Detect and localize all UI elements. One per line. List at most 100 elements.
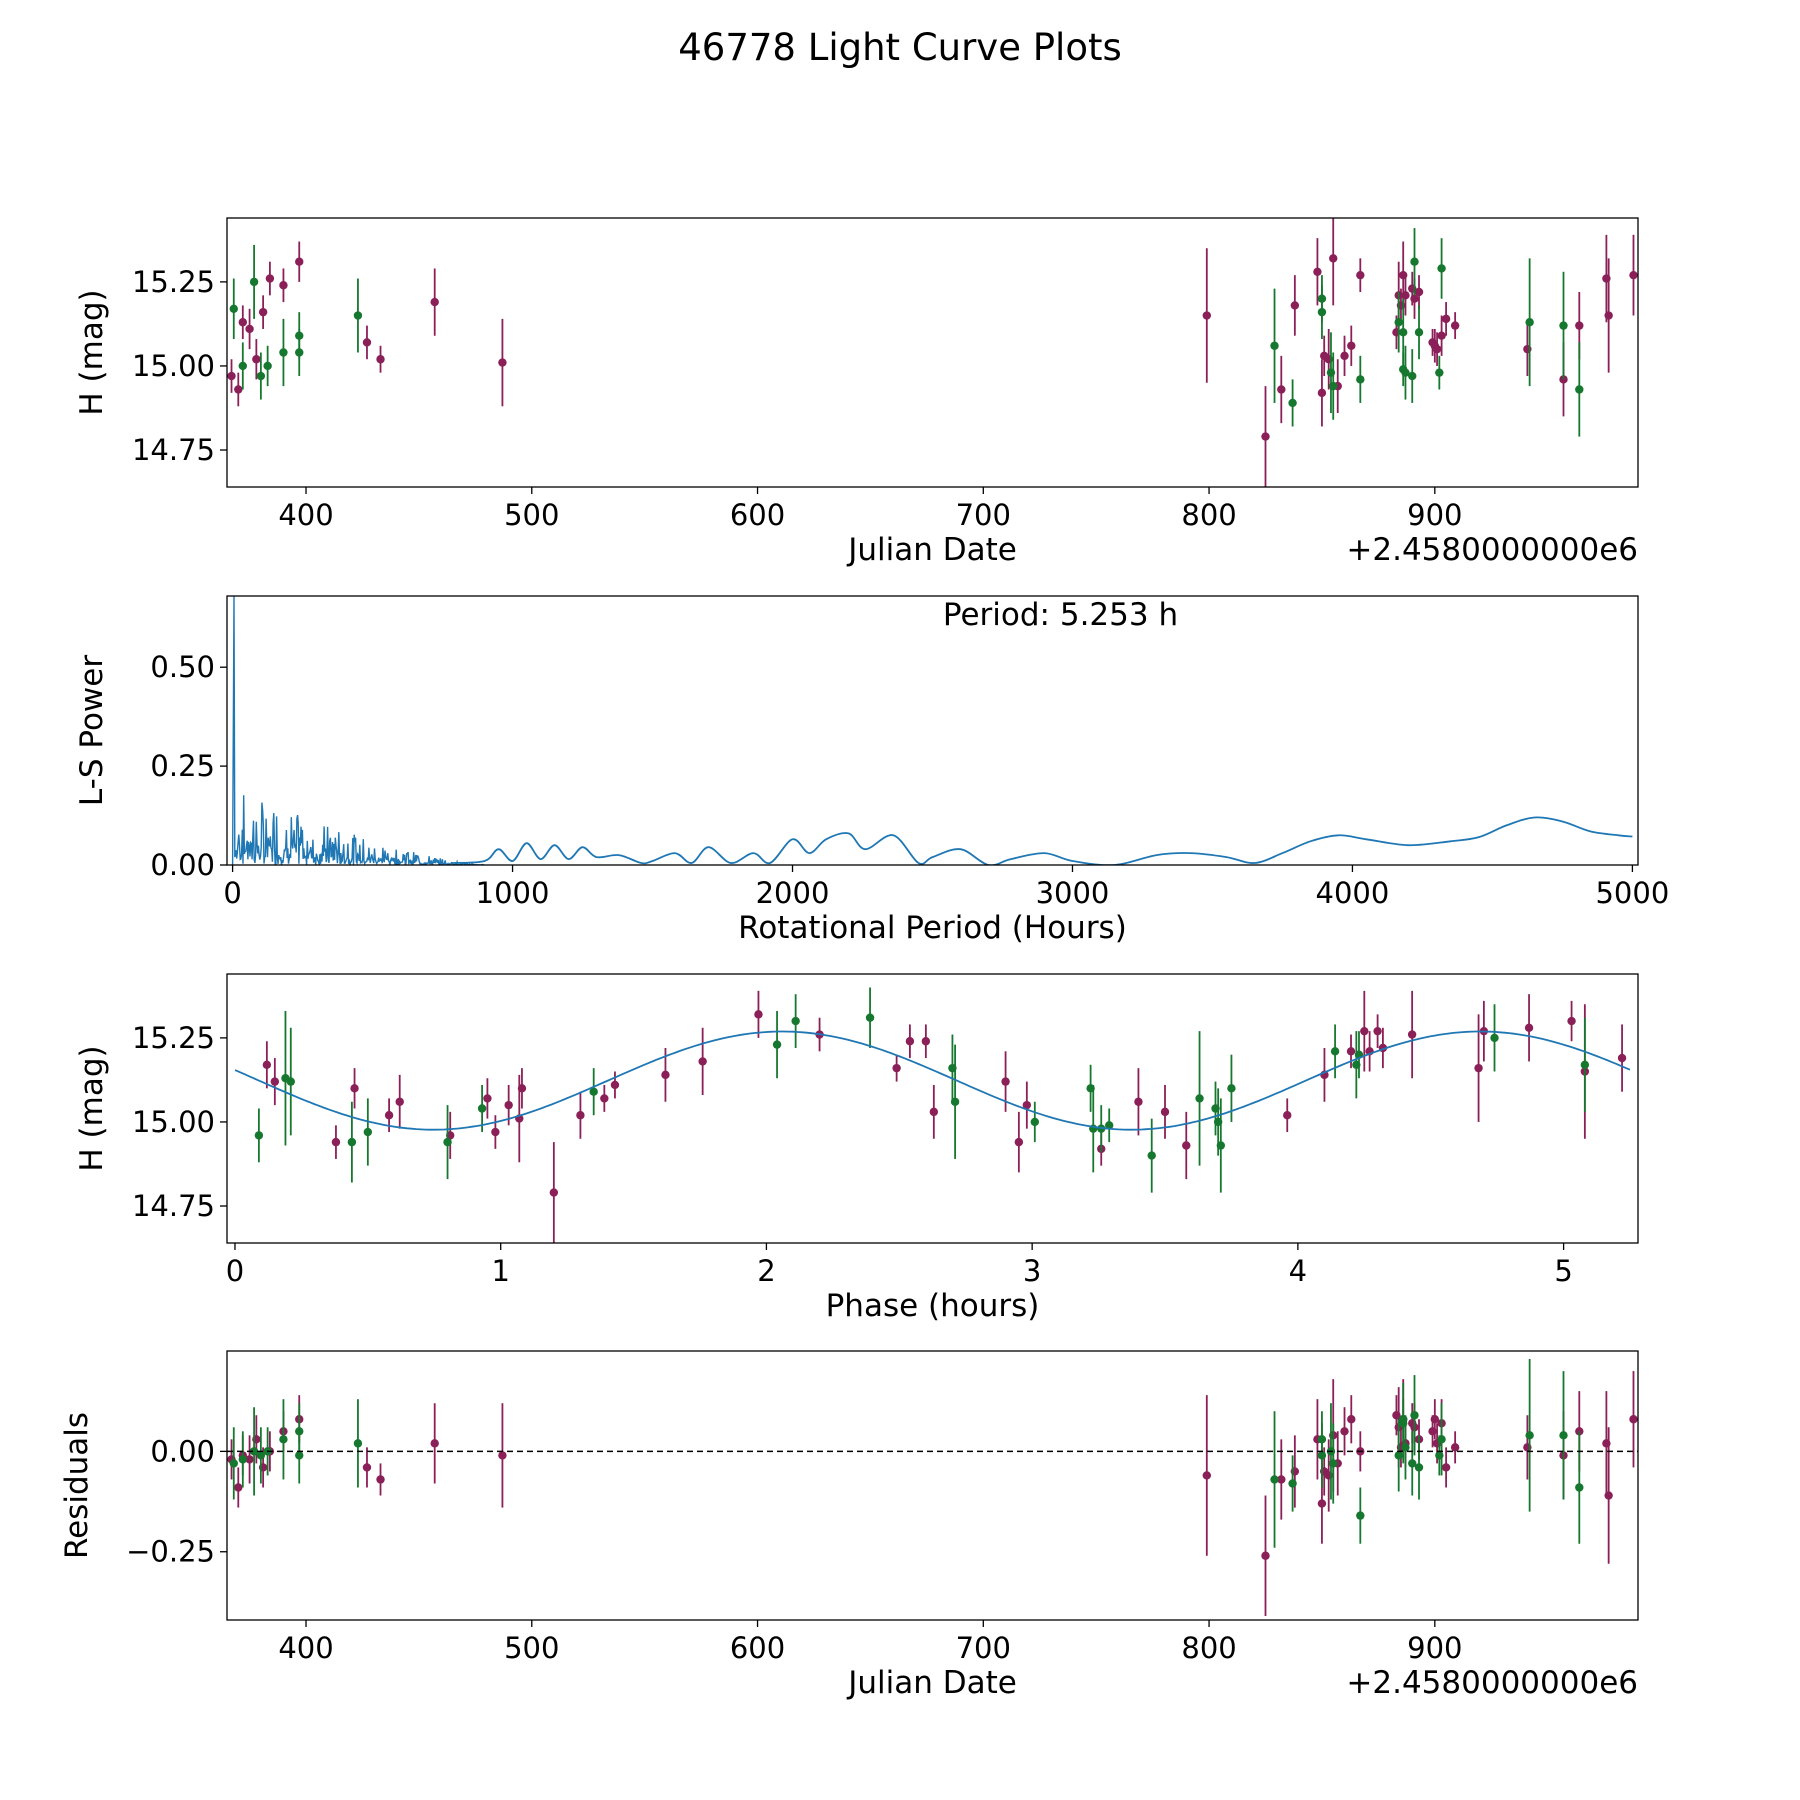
periodogram-noise-line xyxy=(231,596,485,865)
data-point xyxy=(256,371,266,381)
data-point xyxy=(600,1094,609,1103)
data-point xyxy=(1105,1121,1114,1130)
data-point xyxy=(1340,351,1349,361)
data-point xyxy=(1277,385,1286,394)
data-point xyxy=(1270,1475,1279,1484)
residuals-offset-text: +2.4580000000e6 xyxy=(1346,1665,1638,1701)
data-point xyxy=(1182,1141,1191,1150)
data-point xyxy=(1575,1483,1584,1492)
data-point xyxy=(498,1451,507,1460)
data-point xyxy=(263,361,272,371)
data-point xyxy=(295,257,304,266)
data-point xyxy=(1414,1463,1424,1472)
data-point xyxy=(1490,1033,1499,1043)
data-point xyxy=(905,1037,915,1046)
x-tick-label: 1000 xyxy=(476,876,550,910)
data-point xyxy=(929,1107,939,1117)
data-point xyxy=(262,1060,272,1069)
data-point xyxy=(1356,375,1365,384)
data-point xyxy=(1290,301,1300,310)
data-point xyxy=(1441,1463,1451,1472)
data-point xyxy=(252,355,261,364)
data-point xyxy=(443,1137,452,1147)
phased-curve-x-axis-label: Phase (hours) xyxy=(826,1288,1040,1324)
data-point xyxy=(1227,1084,1236,1093)
data-point xyxy=(1432,344,1442,354)
data-point xyxy=(661,1070,670,1080)
data-point xyxy=(1410,294,1419,303)
data-point xyxy=(376,355,385,364)
data-point xyxy=(549,1188,559,1197)
x-tick-label: 4 xyxy=(1289,1254,1307,1288)
x-tick-label: 500 xyxy=(504,498,559,532)
data-point xyxy=(1356,1511,1365,1520)
data-point xyxy=(384,1111,394,1120)
data-point xyxy=(279,281,288,290)
periodogram-axes: 0 1000 2000 3000 4000 5000 0.00 0.25 0.50 Rotatio… xyxy=(74,650,1669,946)
data-point xyxy=(1202,311,1211,320)
data-point xyxy=(362,338,372,347)
data-point xyxy=(1559,1431,1568,1440)
data-point xyxy=(1261,1551,1270,1560)
data-point xyxy=(1329,1459,1338,1468)
data-point xyxy=(1317,1451,1327,1460)
x-tick-label: 2 xyxy=(757,1254,775,1288)
data-point xyxy=(347,1137,357,1147)
x-tick-label: 700 xyxy=(956,498,1011,532)
data-point xyxy=(589,1087,598,1096)
data-point xyxy=(1450,321,1460,330)
data-point xyxy=(234,1483,243,1492)
light-curve-x-axis-label: Julian Date xyxy=(846,532,1017,568)
data-point xyxy=(362,1463,372,1472)
x-tick-label: 5 xyxy=(1554,1254,1572,1288)
data-point xyxy=(1414,328,1424,337)
data-point xyxy=(1373,1026,1382,1036)
data-point xyxy=(1346,1047,1356,1056)
light-curve-points xyxy=(227,218,1638,487)
data-point xyxy=(1430,1415,1440,1424)
y-tick-label: −0.25 xyxy=(126,1535,215,1569)
data-point xyxy=(1437,331,1446,340)
data-point xyxy=(1410,257,1419,266)
data-point xyxy=(1399,328,1408,337)
data-point xyxy=(517,1084,527,1093)
data-point xyxy=(258,307,268,317)
data-point xyxy=(1394,318,1403,327)
data-point xyxy=(363,1127,373,1137)
periodogram-plot xyxy=(231,596,1633,865)
data-point xyxy=(1437,264,1446,273)
x-tick-label: 400 xyxy=(278,1631,333,1665)
data-point xyxy=(1524,1023,1534,1032)
x-tick-label: 2000 xyxy=(756,876,830,910)
data-point xyxy=(1604,311,1613,320)
data-point xyxy=(1414,287,1424,297)
light-curve-frame xyxy=(226,217,1639,488)
data-point xyxy=(491,1127,500,1137)
y-tick-label: 0.50 xyxy=(150,650,215,684)
data-point xyxy=(279,1435,288,1444)
periodogram-line xyxy=(450,816,1633,865)
data-point xyxy=(576,1111,585,1120)
residuals-x-axis-label: Julian Date xyxy=(846,1665,1017,1701)
data-point xyxy=(1329,381,1338,391)
data-point xyxy=(353,1439,363,1448)
data-point xyxy=(1261,432,1270,441)
residuals-y-axis-label: Residuals xyxy=(59,1412,95,1559)
data-point xyxy=(1435,368,1444,377)
data-point xyxy=(791,1016,800,1026)
data-point xyxy=(1270,341,1279,350)
residuals-axes: 400 500 600 700 800 900 −0.25 0.00 Julian Date Re… xyxy=(59,1412,1638,1701)
data-point xyxy=(1559,321,1568,330)
x-tick-label: 0 xyxy=(226,1254,244,1288)
y-tick-label: 0.00 xyxy=(150,1434,215,1468)
data-point xyxy=(1347,1415,1356,1424)
data-point xyxy=(1317,1499,1327,1508)
y-tick-label: 14.75 xyxy=(132,1189,215,1223)
figure-title: 46778 Light Curve Plots xyxy=(678,26,1122,69)
data-point xyxy=(1356,270,1365,280)
data-point xyxy=(350,1084,359,1093)
residuals-points xyxy=(227,1359,1638,1616)
phased-curve-axes: 0 1 2 3 4 5 14.75 15.00 15.25 Phase (hours) H (mag… xyxy=(74,1021,1573,1324)
data-point xyxy=(1401,291,1410,300)
data-point xyxy=(1134,1097,1143,1106)
